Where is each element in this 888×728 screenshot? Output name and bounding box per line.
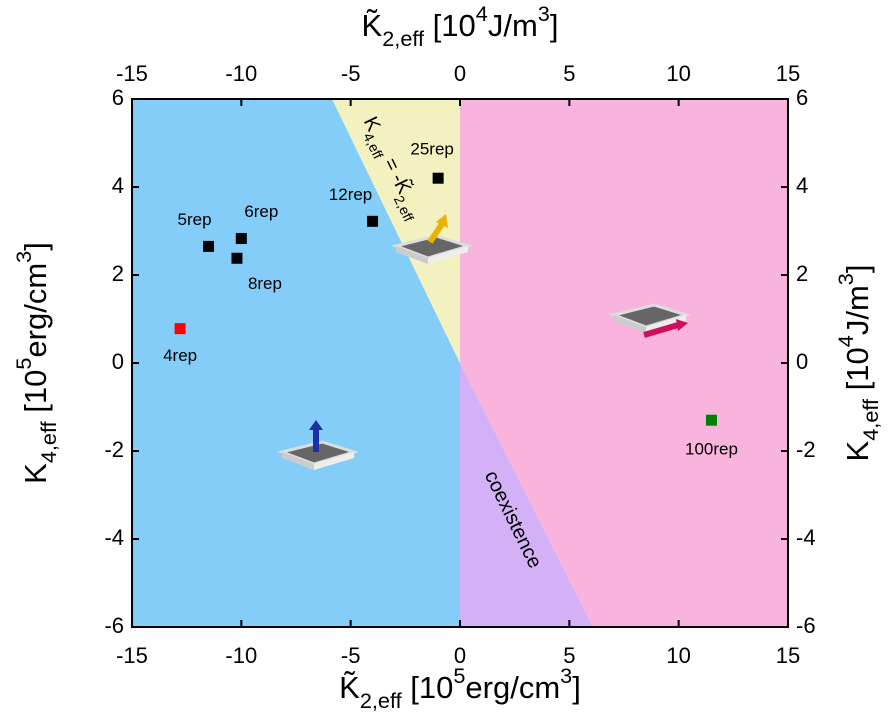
point-label: 12rep bbox=[329, 185, 372, 204]
x-tick-label: -10 bbox=[225, 643, 257, 668]
y2-tick-label: -2 bbox=[796, 437, 816, 462]
x2-tick-label: -5 bbox=[341, 61, 361, 86]
point bbox=[433, 173, 444, 184]
x-tick-label: -5 bbox=[341, 643, 361, 668]
y-tick-label: -4 bbox=[104, 525, 124, 550]
x2-axis-title-part: ] bbox=[550, 8, 559, 43]
y-axis-title-part: 4,eff bbox=[36, 420, 61, 463]
y-axis-title-part: K bbox=[18, 463, 53, 484]
regions bbox=[132, 99, 788, 627]
y-tick-label: 4 bbox=[112, 173, 124, 198]
y-tick-label: 6 bbox=[112, 85, 124, 110]
point-label: 4rep bbox=[163, 346, 197, 365]
y-axis-title-part: 3 bbox=[11, 251, 36, 263]
x2-axis-title-part: 3 bbox=[538, 1, 550, 26]
x-axis-title-part: 3 bbox=[560, 663, 572, 688]
y2-tick-label: 4 bbox=[796, 173, 808, 198]
y2-tick-label: -6 bbox=[796, 613, 816, 638]
y2-axis-title-part: J/m bbox=[840, 285, 875, 335]
x-axis-title-part: 2,eff bbox=[360, 688, 403, 713]
y-axis-title-part: ] bbox=[18, 242, 53, 251]
x2-tick-label: 15 bbox=[776, 61, 800, 86]
chart: -15 -10 -5 0 5 10 15 -15 -10 -5 0 5 10 15 -6 -4 -2 0 2 4 6 -6… bbox=[0, 0, 888, 728]
x-axis-title-part: erg/cm bbox=[465, 670, 560, 705]
y2-axis-title-part: 4,eff bbox=[858, 398, 883, 441]
point bbox=[236, 233, 247, 244]
x2-axis-title-part: 2,eff bbox=[382, 26, 425, 51]
point bbox=[367, 216, 378, 227]
point bbox=[175, 323, 186, 334]
y2-axis-title: K4,eff [104J/m3] bbox=[833, 265, 883, 462]
y-tick-label: 2 bbox=[112, 261, 124, 286]
y2-tick-label: 0 bbox=[796, 349, 808, 374]
point bbox=[231, 253, 242, 264]
point bbox=[706, 415, 717, 426]
x2-tick-label: 10 bbox=[666, 61, 690, 86]
point-label: 25rep bbox=[410, 140, 453, 159]
x2-axis-title-part: J/m bbox=[488, 8, 538, 43]
y2-axis-title-part: ] bbox=[840, 265, 875, 274]
x-axis-title: K̃2,eff [105erg/cm3] bbox=[339, 663, 581, 713]
x2-axis-title: K̃2,eff [104J/m3] bbox=[362, 1, 559, 51]
y-axis-title-part: erg/cm bbox=[18, 263, 53, 358]
x2-axis-title-part: 4 bbox=[476, 1, 488, 26]
y2-axis-title-part: 3 bbox=[833, 273, 858, 285]
y-tick-label: -6 bbox=[104, 613, 124, 638]
y2-tick-label: -4 bbox=[796, 525, 816, 550]
y-tick-label: 0 bbox=[112, 349, 124, 374]
x-tick-label: 15 bbox=[776, 643, 800, 668]
y2-axis-title-part: K bbox=[840, 440, 875, 461]
point-label: 5rep bbox=[178, 210, 212, 229]
x2-tick-label: 5 bbox=[563, 61, 575, 86]
x-axis-title-part: [10 bbox=[402, 670, 454, 705]
y-axis-title-part: [10 bbox=[18, 370, 53, 422]
point-label: 100rep bbox=[685, 440, 738, 459]
point bbox=[203, 241, 214, 252]
y2-tick-label: 2 bbox=[796, 261, 808, 286]
y2-axis-title-part: [10 bbox=[840, 347, 875, 399]
x2-axis-title-part: [10 bbox=[424, 8, 476, 43]
x-axis-title-part: K̃ bbox=[339, 670, 360, 705]
y2-axis-title-part: 4 bbox=[833, 335, 858, 347]
y-axis-title-part: 5 bbox=[11, 358, 36, 370]
x2-axis-title-part: K̃ bbox=[362, 8, 383, 43]
x-axis-title-part: 5 bbox=[453, 663, 465, 688]
x2-tick-label: 0 bbox=[454, 61, 466, 86]
y-tick-label: -2 bbox=[104, 437, 124, 462]
y-axis-title: K4,eff [105erg/cm3] bbox=[11, 242, 61, 484]
x-tick-label: 10 bbox=[666, 643, 690, 668]
x2-tick-label: -15 bbox=[116, 61, 148, 86]
point-label: 8rep bbox=[248, 274, 282, 293]
x-axis-title-part: ] bbox=[572, 670, 581, 705]
x2-tick-label: -10 bbox=[225, 61, 257, 86]
y2-tick-label: 6 bbox=[796, 85, 808, 110]
point-label: 6rep bbox=[244, 202, 278, 221]
x-tick-label: -15 bbox=[116, 643, 148, 668]
